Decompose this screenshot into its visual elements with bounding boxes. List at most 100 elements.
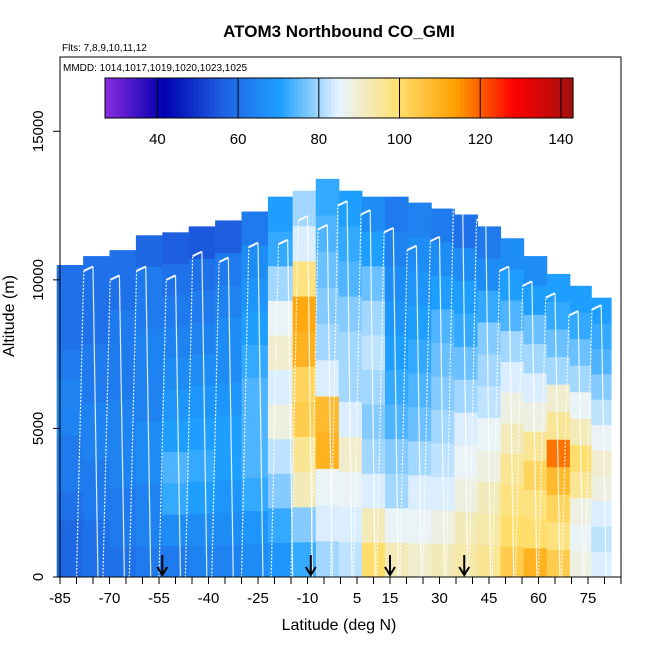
profile-cruise: [278, 238, 289, 246]
heatmap-cells: [56, 178, 612, 578]
heatmap-cell: [162, 514, 190, 547]
heatmap-cell: [569, 497, 592, 525]
profile-ascent: [399, 250, 408, 578]
heatmap-cell: [292, 401, 317, 438]
heatmap-cell: [315, 540, 340, 578]
colorbar-segment: [310, 78, 316, 118]
heatmap-cell: [431, 208, 455, 243]
colorbar-segment: [306, 78, 312, 118]
chart-title: ATOM3 Northbound CO_GMI: [223, 22, 455, 41]
x-tick-label: -85: [49, 590, 71, 607]
heatmap-cell: [292, 331, 317, 367]
profile-cruise: [218, 256, 229, 263]
colorbar-segment: [109, 78, 114, 118]
profile-cruise: [136, 265, 147, 272]
heatmap-cell: [56, 520, 84, 550]
heatmap-cell: [523, 372, 548, 403]
colorbar-segment: [314, 78, 320, 118]
profile-cruise: [476, 215, 487, 222]
profile-cruise: [297, 215, 308, 222]
heatmap-cell: [109, 250, 137, 281]
heatmap-cell: [431, 543, 455, 578]
heatmap-cell: [162, 357, 190, 390]
colorbar-segment: [121, 78, 126, 118]
heatmap-cell: [135, 297, 163, 329]
colorbar-segment: [290, 78, 296, 118]
profile-ascent: [240, 247, 250, 578]
x-axis-label: Latitude (deg N): [282, 617, 397, 634]
heatmap-cell: [188, 513, 216, 546]
heatmap-cell: [546, 273, 571, 302]
heatmap-cell: [569, 312, 592, 340]
colorbar-segment: [201, 78, 207, 118]
colorbar-segment: [468, 78, 473, 118]
y-tick-label: 0: [30, 573, 47, 581]
y-axis: 0 5000 10000 15000: [30, 110, 60, 581]
profile-cruise: [522, 280, 533, 287]
heatmap-cell: [315, 468, 340, 506]
arrow-head: [156, 566, 169, 577]
heatmap-cell: [477, 258, 502, 291]
heatmap-cell: [408, 542, 432, 578]
colorbar-segment: [153, 78, 159, 118]
heatmap-cell: [523, 256, 548, 286]
heatmap-cell: [162, 451, 190, 484]
heatmap-cell: [267, 369, 294, 405]
colorbar-segment: [270, 78, 276, 118]
heatmap-cell: [292, 471, 317, 508]
profile-cruise: [317, 223, 328, 231]
heatmap-cell: [431, 342, 455, 377]
profile-ascent: [514, 285, 524, 578]
heatmap-cell: [546, 301, 571, 330]
colorbar-segment: [411, 78, 417, 118]
colorbar-segment: [322, 78, 328, 118]
colorbar-tick-label: 140: [548, 131, 573, 148]
heatmap-cell: [267, 196, 294, 232]
heatmap-cell: [431, 275, 455, 310]
profile-descent: [485, 215, 492, 578]
heatmap-cell: [188, 481, 216, 514]
heatmap-cell: [56, 406, 84, 436]
heatmap-cell: [292, 190, 317, 227]
colorbar-segment: [258, 78, 263, 118]
heatmap-cell: [477, 290, 502, 323]
heatmap-cell: [83, 314, 110, 345]
colorbar-segment: [318, 78, 324, 118]
colorbar-segment: [149, 78, 155, 118]
heatmap-cell: [431, 242, 455, 277]
heatmap-cell: [315, 432, 340, 469]
heatmap-cell: [135, 390, 163, 423]
colorbar-segment: [234, 78, 239, 118]
colorbar-segment: [302, 78, 308, 118]
profile-ascent: [330, 205, 339, 578]
heatmap-cell: [408, 304, 432, 340]
colorbar: 40 60 80 100 120 140: [104, 77, 574, 148]
colorbar-segment: [157, 78, 163, 118]
colorbar-segment: [423, 78, 429, 118]
heatmap-cell: [569, 338, 592, 366]
profile-cruise: [499, 265, 510, 272]
colorbar-segment: [246, 78, 251, 118]
heatmap-cell: [241, 477, 269, 512]
heatmap-cell: [83, 343, 110, 374]
colorbar-tick-label: 40: [149, 131, 166, 148]
colorbar-segment: [496, 78, 501, 118]
profile-ascent: [537, 297, 547, 578]
profile-descent: [531, 281, 538, 578]
latitude-arrows: [156, 555, 471, 577]
colorbar-segment: [363, 78, 368, 118]
heatmap-cell: [408, 236, 432, 272]
profile-cruise: [406, 244, 417, 252]
heatmap-cell: [135, 545, 163, 578]
heatmap-cell: [109, 369, 137, 400]
heatmap-cell: [477, 353, 502, 387]
heatmap-cell: [56, 265, 84, 294]
heatmap-cell: [83, 256, 110, 286]
heatmap-cell: [454, 214, 478, 248]
colorbar-segment: [339, 78, 344, 118]
heatmap-cell: [569, 391, 592, 419]
x-tick-label: 45: [481, 590, 498, 607]
heatmap-cell: [135, 359, 163, 392]
profile-ascent: [376, 232, 385, 578]
